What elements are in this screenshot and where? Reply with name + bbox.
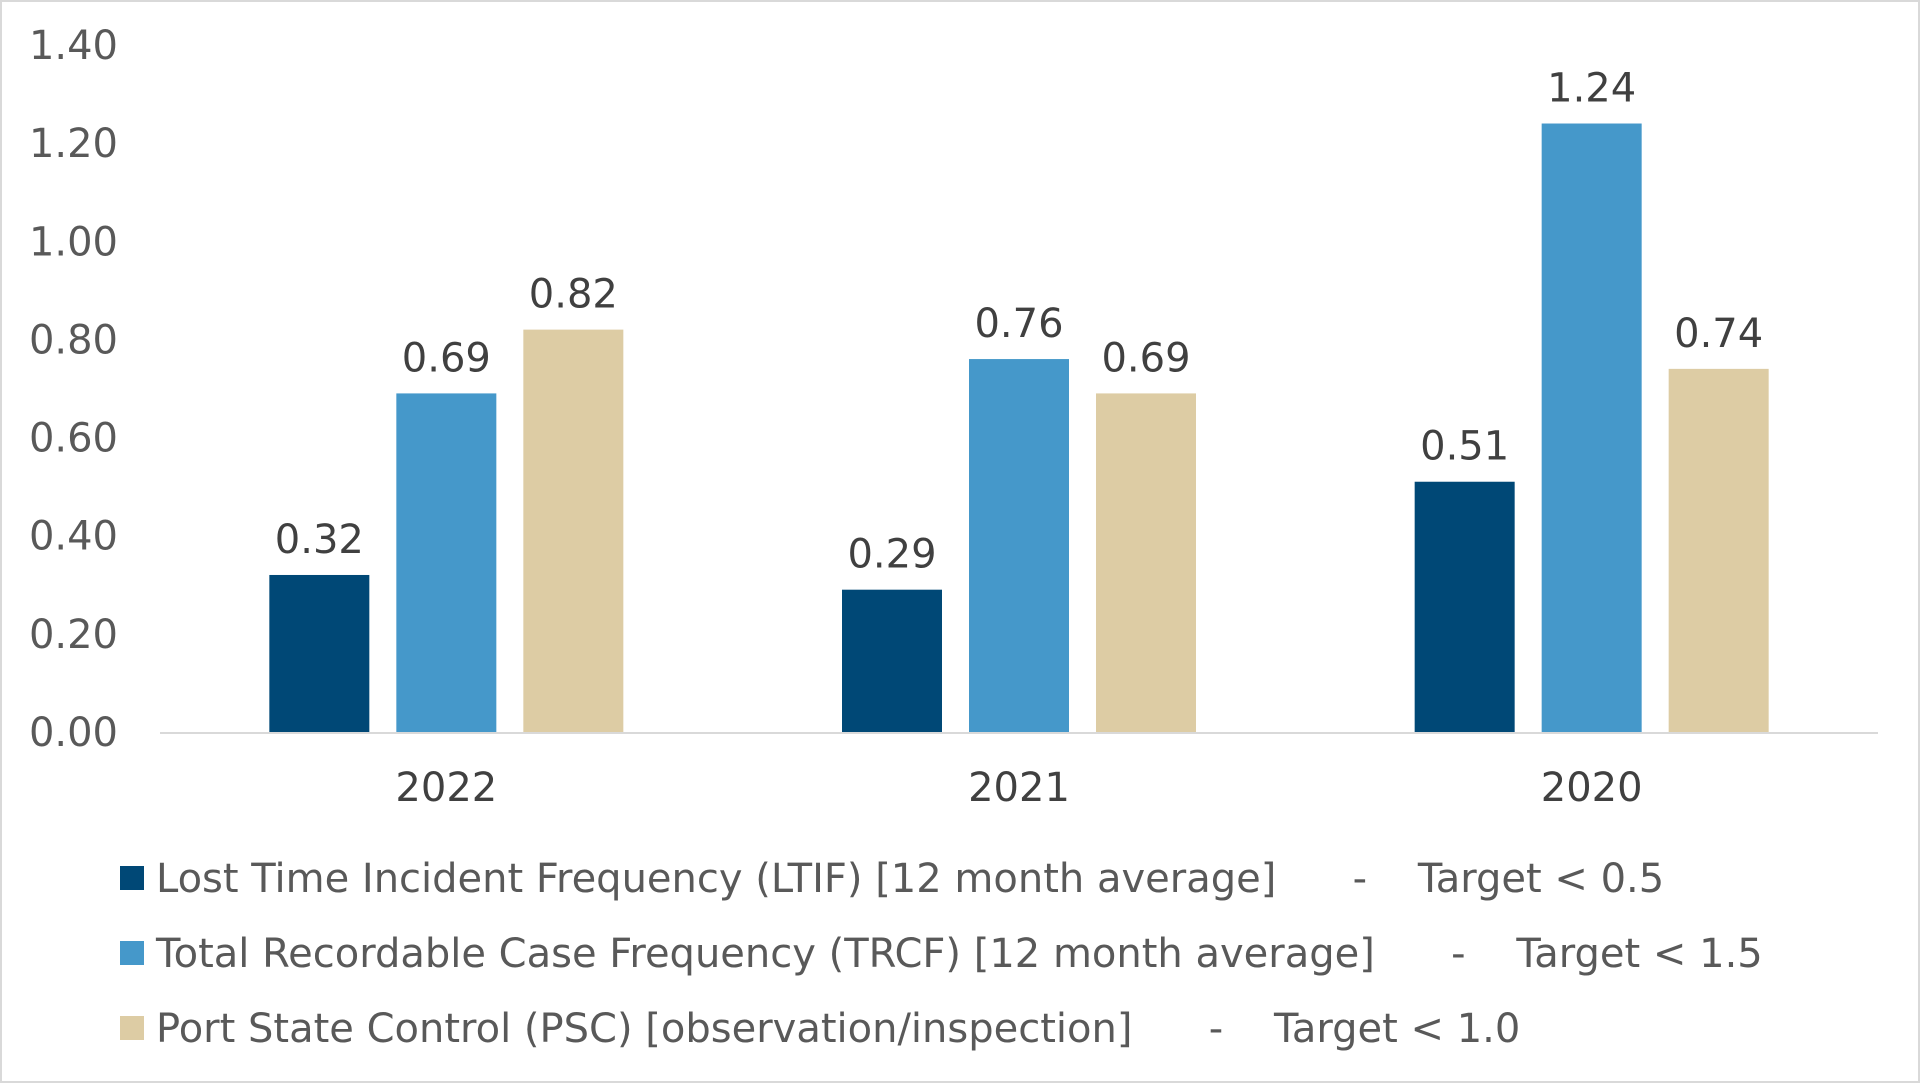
data-label: 0.69 — [402, 335, 491, 381]
data-labels: 0.32 0.69 0.82 0.29 0.76 0.69 0.51 1.24 0.74 — [275, 66, 1763, 578]
data-label: 0.74 — [1674, 311, 1763, 357]
x-tick-label: 2021 — [968, 765, 1070, 811]
bars — [269, 123, 1769, 732]
legend-swatch — [120, 866, 144, 890]
bar — [1541, 123, 1642, 732]
x-tick-label: 2022 — [395, 765, 497, 811]
legend-swatch — [120, 941, 144, 965]
x-axis: 2022 2021 2020 — [160, 732, 1878, 811]
bar — [269, 574, 370, 732]
data-label: 0.29 — [847, 532, 936, 578]
y-tick-label: 0.00 — [29, 710, 118, 756]
y-tick-label: 1.20 — [29, 121, 118, 167]
bar — [523, 329, 624, 732]
bar — [969, 359, 1069, 732]
bar — [1414, 481, 1515, 732]
data-label: 0.69 — [1101, 335, 1190, 381]
bar — [1668, 368, 1769, 732]
bar — [1096, 393, 1196, 732]
data-label: 0.76 — [974, 301, 1063, 347]
data-label: 0.82 — [529, 272, 618, 318]
data-label: 0.51 — [1420, 424, 1509, 470]
y-tick-label: 0.20 — [29, 612, 118, 658]
y-tick-label: 1.40 — [29, 23, 118, 69]
legend-label: Lost Time Incident Frequency (LTIF) [12 … — [156, 856, 1664, 902]
legend-label: Total Recordable Case Frequency (TRCF) [… — [155, 931, 1763, 977]
bar — [396, 393, 497, 732]
x-tick-label: 2020 — [1541, 765, 1643, 811]
bar — [842, 589, 942, 732]
y-tick-label: 0.80 — [29, 317, 118, 363]
data-label: 0.32 — [275, 517, 364, 563]
y-tick-label: 0.60 — [29, 416, 118, 462]
y-tick-label: 1.00 — [29, 219, 118, 265]
legend-label: Port State Control (PSC) [observation/in… — [156, 1006, 1520, 1052]
legend-swatch — [120, 1016, 144, 1040]
y-tick-label: 0.40 — [29, 514, 118, 560]
legend: Lost Time Incident Frequency (LTIF) [12 … — [120, 856, 1763, 1052]
y-axis: 0.00 0.20 0.40 0.60 0.80 1.00 1.20 1.40 — [29, 23, 118, 756]
data-label: 1.24 — [1547, 66, 1636, 112]
